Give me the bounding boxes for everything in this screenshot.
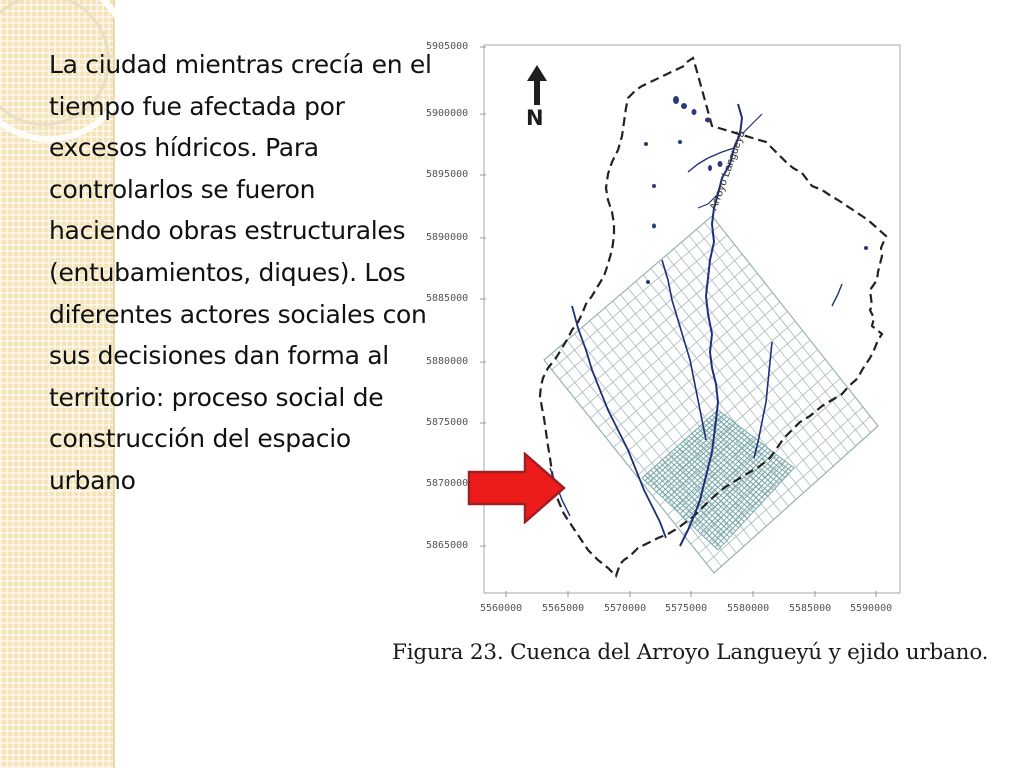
urban-street-line [711, 463, 789, 545]
x-tick-label: 5580000 [727, 603, 770, 614]
ponds [644, 96, 868, 284]
slide-body-text: La ciudad mientras crecía en el tiempo f… [49, 50, 432, 495]
urban-street-line [682, 440, 760, 518]
street-line [690, 397, 856, 545]
y-tick-label: 5890000 [426, 232, 469, 243]
tributary-stream [697, 193, 719, 209]
decorative-ring [0, 0, 132, 142]
street-grid [544, 216, 878, 573]
ejido-boundary [543, 215, 879, 574]
tributary-stream [687, 147, 735, 173]
street-line [650, 268, 819, 480]
y-tick-label: 5870000 [426, 478, 469, 489]
street-line [696, 228, 864, 440]
tributary-stream [741, 113, 763, 135]
north-label: N [526, 106, 544, 130]
x-tick-label: 5575000 [665, 603, 708, 614]
basin-boundary [538, 56, 888, 579]
x-tick-label: 5585000 [789, 603, 832, 614]
side-band-edge [113, 0, 115, 768]
urban-street-line [691, 447, 769, 526]
red-arrow-pointer-icon [467, 452, 566, 524]
map-frame [483, 44, 901, 594]
arroyo-langueyu-stream [679, 103, 744, 547]
urban-street-line [685, 443, 763, 520]
x-axis-ticks [505, 591, 877, 597]
urban-street-line [691, 433, 768, 497]
figure-caption: Figura 23. Cuenca del Arroyo Langueyú y … [392, 640, 989, 665]
urban-street-line [717, 467, 795, 551]
urban-street-line [700, 454, 777, 534]
urban-street-line [714, 412, 792, 472]
street-line [681, 241, 849, 453]
urban-street-line [682, 441, 760, 507]
urban-street-line [703, 422, 780, 485]
tributary-stream [753, 341, 773, 459]
urban-street-line [717, 409, 795, 469]
x-tick-label: 5570000 [604, 603, 647, 614]
street-line [673, 248, 842, 460]
x-tick-label: 5590000 [850, 603, 893, 614]
basin-map [480, 44, 901, 597]
street-line [658, 261, 827, 474]
street-line [636, 330, 803, 477]
y-tick-label: 5895000 [426, 169, 469, 180]
street-line [706, 416, 871, 564]
street-line [675, 377, 841, 525]
tributary-stream [831, 283, 843, 307]
x-tick-label: 5565000 [542, 603, 585, 614]
x-tick-label: 5560000 [480, 603, 523, 614]
y-tick-label: 5865000 [426, 540, 469, 551]
y-tick-label: 5880000 [426, 356, 469, 367]
street-line [688, 235, 856, 447]
urban-street-line [706, 420, 783, 481]
tributary-stream [571, 305, 667, 539]
street-line [642, 274, 812, 487]
urban-street-line [703, 456, 780, 537]
street-line [704, 222, 871, 433]
y-tick-label: 5900000 [426, 108, 469, 119]
street-line [665, 255, 834, 467]
urban-street-line [694, 430, 771, 494]
decorative-ring-inner [0, 0, 110, 126]
y-tick-label: 5875000 [426, 417, 469, 428]
urban-street-line [688, 435, 766, 500]
y-tick-label: 5905000 [426, 41, 469, 52]
urban-street-line [714, 465, 792, 548]
urban-core [641, 409, 795, 551]
urban-street-line [688, 445, 766, 523]
y-tick-label: 5885000 [426, 293, 469, 304]
urban-street-line [705, 458, 783, 540]
urban-street-line [708, 460, 786, 543]
urban-street-line [694, 449, 771, 529]
basin-map-figure: 5905000 5900000 5895000 5890000 5885000 … [422, 38, 910, 620]
north-arrow-icon [527, 65, 547, 105]
urban-street-line [697, 427, 774, 491]
street-line [635, 281, 804, 494]
tributary-stream [661, 259, 707, 441]
street-line [667, 368, 833, 516]
street-line [628, 320, 796, 467]
urban-street-line [708, 417, 786, 478]
urban-street-line [679, 438, 757, 515]
urban-street-line [711, 414, 789, 475]
urban-street-line [685, 438, 763, 504]
